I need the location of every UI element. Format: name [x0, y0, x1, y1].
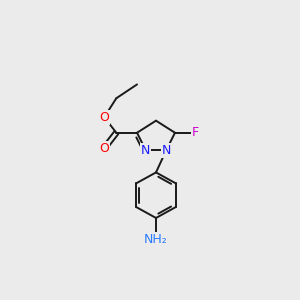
Text: O: O [99, 111, 109, 124]
Text: N: N [141, 143, 150, 157]
Text: O: O [99, 142, 109, 155]
Text: N: N [162, 143, 171, 157]
Text: NH₂: NH₂ [144, 233, 168, 246]
Text: F: F [192, 126, 199, 139]
